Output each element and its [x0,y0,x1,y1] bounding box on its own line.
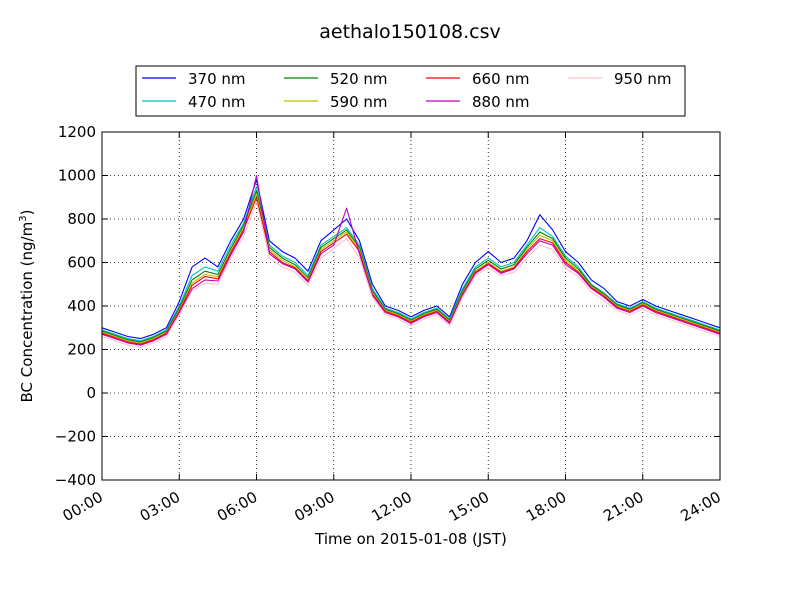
y-tick-label: 400 [67,297,96,315]
series-line-590-nm [101,193,721,344]
legend-label: 470 nm [188,93,246,111]
series-line-880-nm [101,174,721,346]
legend-entry: 370 nm [142,70,246,88]
y-tick-label: 600 [67,254,96,272]
legend-entry: 950 nm [568,70,672,88]
series-line-470-nm [101,185,721,342]
grid [102,132,720,480]
y-axis: −400 −200 0 200 400 600 800 1000 1200 [55,123,720,489]
x-tick-label: 21:00 [600,488,646,525]
x-tick-label: 15:00 [446,488,492,525]
legend-entry: 660 nm [426,70,530,88]
series-line-520-nm [101,190,721,343]
x-tick-label: 18:00 [523,488,569,525]
x-tick-label: 09:00 [291,488,337,525]
x-tick-label: 03:00 [137,488,183,525]
y-tick-label: −400 [55,471,96,489]
legend-label: 590 nm [330,93,388,111]
legend-frame [135,65,686,117]
legend-label: 660 nm [472,70,530,88]
x-tick-label: 24:00 [678,488,724,525]
y-axis-label-main: BC Concentration (ng/m [18,222,36,403]
series-line-370-nm [101,179,721,340]
legend-entry: 590 nm [284,93,388,111]
legend-entry: 520 nm [284,70,388,88]
chart-title: aethalo150108.csv [319,21,501,43]
legend-label: 370 nm [188,70,246,88]
y-tick-label: 0 [86,384,96,402]
legend-label: 950 nm [614,70,672,88]
y-tick-label: 200 [67,341,96,359]
y-tick-label: 800 [67,210,96,228]
legend-entries: 370 nm 470 nm 520 nm 590 nm 660 nm 880 nm 950 … [142,70,672,111]
x-tick-label: 06:00 [214,488,260,525]
y-tick-label: −200 [55,428,96,446]
legend: 370 nm 470 nm 520 nm 590 nm 660 nm 880 nm 950 … [135,65,686,117]
legend-entry: 470 nm [142,93,246,111]
y-axis-label-sup: 3 [18,215,29,221]
x-tick-label: 12:00 [369,488,415,525]
y-axis-label: BC Concentration (ng/m3) [18,210,36,403]
series-group [101,174,721,348]
legend-label: 520 nm [330,70,388,88]
plot-area: −400 −200 0 200 400 600 800 1000 1200 00:00 03:00… [55,123,724,525]
y-axis-label-end: ) [18,210,36,216]
y-tick-label: 1000 [58,167,96,185]
x-tick-label: 00:00 [60,488,106,525]
series-line-660-nm [101,196,721,345]
series-line-950-nm [101,201,721,348]
legend-entry: 880 nm [426,93,530,111]
legend-label: 880 nm [472,93,530,111]
x-axis-label: Time on 2015-01-08 (JST) [314,530,507,548]
y-tick-label: 1200 [58,123,96,141]
